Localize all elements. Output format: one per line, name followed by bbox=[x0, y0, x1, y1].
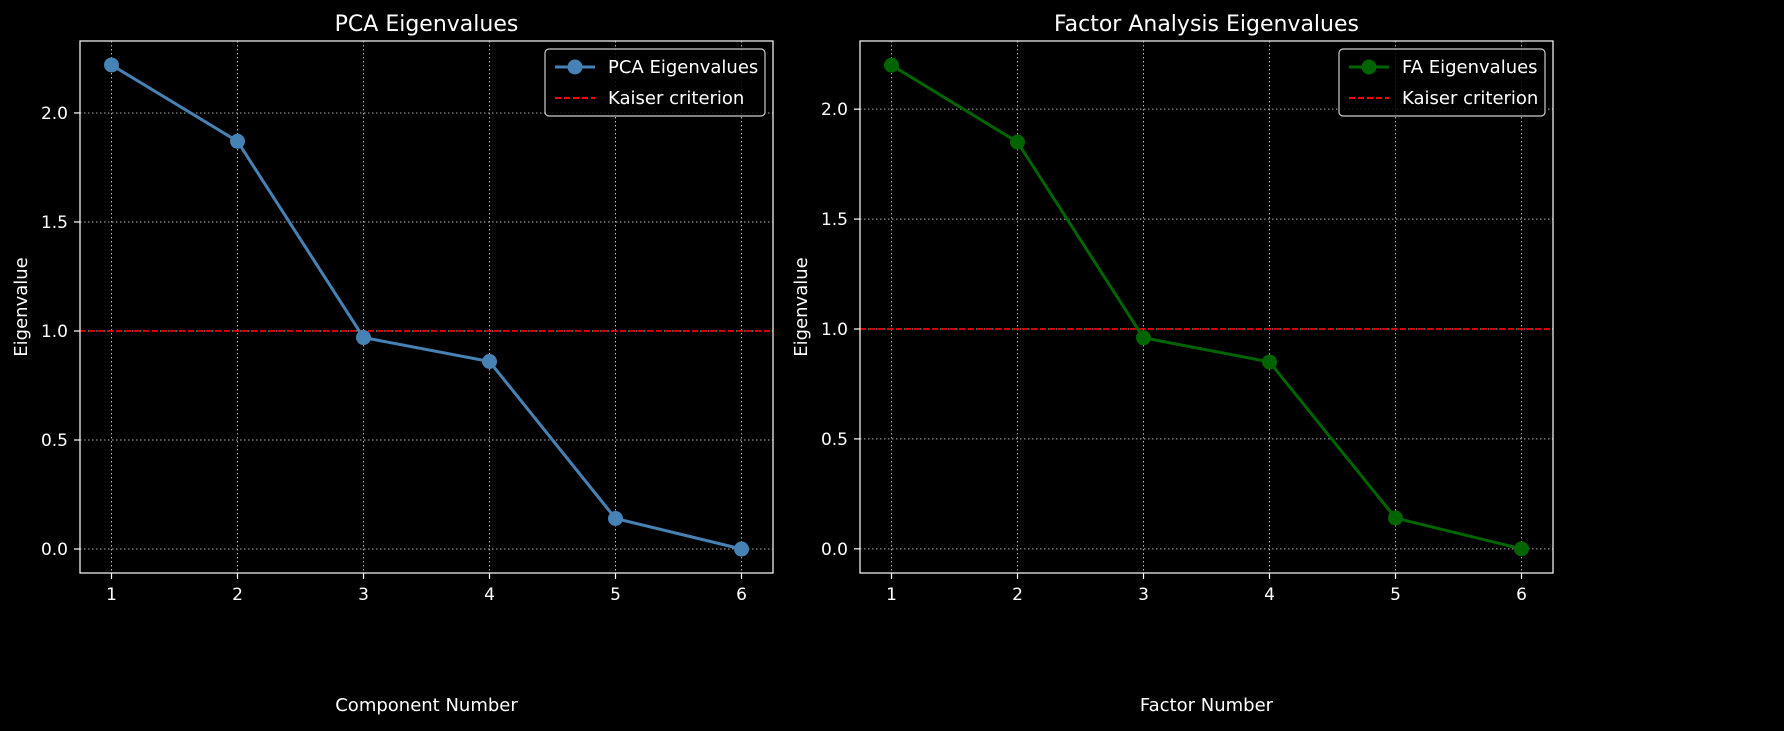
x-tick-label: 2 bbox=[232, 585, 243, 605]
legend-box bbox=[544, 48, 766, 117]
x-tick-label: 1 bbox=[886, 585, 897, 605]
y-tick-label: 1.5 bbox=[41, 213, 68, 233]
series-line bbox=[890, 63, 1522, 551]
chart-panel-2: 1 2 3 4 5 6 0.0 0.5 1.0 1.5 2.0 Factor Analysis Eig… bbox=[791, 12, 1554, 716]
y-tick-label: 0.0 bbox=[41, 540, 68, 560]
y-tick-label: 2.0 bbox=[821, 100, 848, 120]
data-point bbox=[1136, 330, 1151, 346]
data-point bbox=[104, 57, 119, 73]
data-point bbox=[356, 330, 371, 346]
legend-kaiser-label: Kaiser criterion bbox=[1402, 88, 1538, 109]
y-tick-label: 1.5 bbox=[821, 210, 848, 230]
x-axis-label: Factor Number bbox=[1140, 695, 1274, 716]
data-point bbox=[1514, 541, 1529, 557]
legend: PCA Eigenvalues Kaiser criterion bbox=[544, 48, 766, 117]
data-point bbox=[482, 354, 497, 370]
y-tick-label: 0.5 bbox=[41, 431, 68, 451]
y-tick-label: 1.0 bbox=[821, 320, 848, 340]
plot-frame bbox=[859, 40, 1554, 574]
x-tick-label: 3 bbox=[358, 585, 369, 605]
data-point bbox=[734, 541, 749, 557]
x-tick-label: 2 bbox=[1012, 585, 1023, 605]
x-tick-label: 3 bbox=[1138, 585, 1149, 605]
legend-box bbox=[1338, 48, 1546, 117]
y-tick-label: 2.0 bbox=[41, 104, 68, 124]
legend-kaiser-label: Kaiser criterion bbox=[608, 88, 744, 109]
y-axis-label: Eigenvalue bbox=[791, 257, 812, 356]
x-tick-label: 5 bbox=[1390, 585, 1401, 605]
x-tick-label: 6 bbox=[736, 585, 747, 605]
legend: FA Eigenvalues Kaiser criterion bbox=[1338, 48, 1546, 117]
x-tick-label: 5 bbox=[610, 585, 621, 605]
series-line bbox=[110, 63, 742, 551]
y-tick-label: 0.5 bbox=[821, 430, 848, 450]
x-tick-label: 4 bbox=[484, 585, 495, 605]
data-point bbox=[884, 57, 899, 73]
x-tick-label: 6 bbox=[1516, 585, 1527, 605]
data-point bbox=[608, 510, 623, 526]
y-axis-label: Eigenvalue bbox=[11, 257, 32, 356]
chart-panel-1: 1 2 3 4 5 6 0.0 0.5 1.0 1.5 2.0 PCA Eigenvalues Comp… bbox=[11, 12, 774, 716]
legend-series-label: FA Eigenvalues bbox=[1402, 57, 1538, 78]
legend-series-marker bbox=[567, 59, 583, 75]
legend-series-label: PCA Eigenvalues bbox=[608, 57, 758, 78]
data-point bbox=[1388, 510, 1403, 526]
chart-title: Factor Analysis Eigenvalues bbox=[1054, 12, 1359, 37]
data-point bbox=[230, 133, 245, 149]
y-tick-label: 1.0 bbox=[41, 322, 68, 342]
data-point bbox=[1010, 134, 1025, 150]
x-tick-label: 4 bbox=[1264, 585, 1275, 605]
data-point bbox=[1262, 354, 1277, 370]
legend-series-marker bbox=[1361, 59, 1377, 75]
plot-frame bbox=[79, 40, 774, 574]
y-tick-label: 0.0 bbox=[821, 540, 848, 560]
x-axis-label: Component Number bbox=[335, 695, 518, 716]
x-tick-label: 1 bbox=[106, 585, 117, 605]
chart-title: PCA Eigenvalues bbox=[335, 12, 519, 37]
